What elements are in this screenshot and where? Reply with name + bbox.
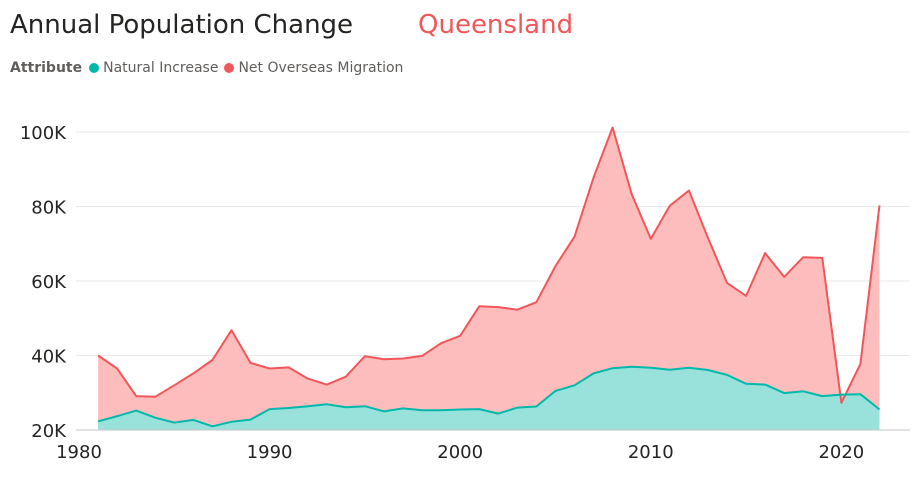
legend-item-natural-increase[interactable]: Natural Increase — [89, 60, 218, 76]
area-natural-increase — [98, 366, 880, 430]
y-tick-label: 40K — [31, 347, 67, 368]
x-tick-label: 2010 — [628, 442, 674, 463]
y-tick-label: 100K — [20, 123, 67, 144]
x-tick-label: 2000 — [437, 442, 483, 463]
series-lines — [97, 126, 881, 428]
chart-subtitle: Queensland — [418, 10, 574, 40]
x-tick-label: 1980 — [56, 442, 102, 463]
area-net-overseas-migration — [98, 127, 880, 430]
legend-marker-natural-increase — [89, 63, 100, 73]
y-tick-label: 20K — [31, 421, 67, 442]
legend: Attribute Natural Increase Net Overseas … — [10, 60, 409, 76]
y-tick-label: 80K — [31, 198, 67, 219]
y-tick-label: 60K — [31, 272, 67, 293]
legend-marker-net-overseas-migration — [224, 63, 235, 73]
series-line-net-overseas-migration[interactable] — [97, 126, 881, 404]
legend-text-net-overseas-migration: Net Overseas Migration — [238, 60, 404, 76]
legend-label: Attribute — [10, 60, 83, 76]
chart-title: Annual Population Change — [10, 10, 354, 40]
legend-item-net-overseas-migration[interactable]: Net Overseas Migration — [224, 60, 403, 76]
x-axis: 1980 1990 2000 2010 2020 — [56, 429, 910, 463]
x-tick-label: 1990 — [247, 442, 293, 463]
series-areas — [98, 127, 880, 430]
y-axis: 20K 40K 60K 80K 100K — [20, 123, 67, 442]
series-line-natural-increase[interactable] — [97, 365, 881, 428]
x-tick-label: 2020 — [818, 442, 864, 463]
legend-text-natural-increase: Natural Increase — [103, 60, 219, 76]
